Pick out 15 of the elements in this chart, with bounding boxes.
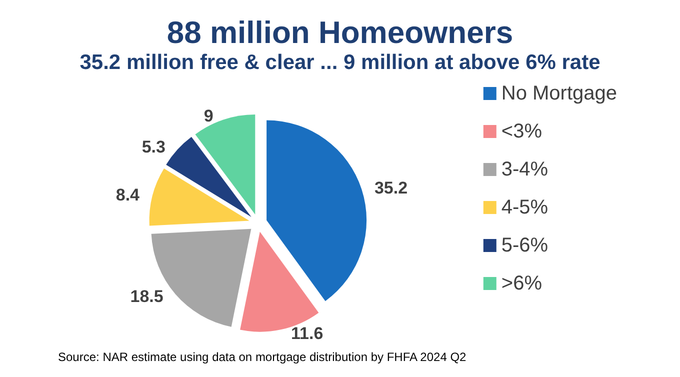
data-label: 9 [204, 106, 214, 126]
data-label: 8.4 [116, 186, 140, 205]
data-label: 35.2 [374, 178, 408, 198]
legend-label: 3-4% [501, 158, 548, 180]
data-label: 11.6 [291, 324, 324, 343]
legend-label: >6% [501, 272, 542, 294]
legend-label: No Mortgage [501, 82, 618, 104]
data-label: 18.5 [130, 287, 164, 306]
legend-label: <3% [501, 120, 542, 142]
legend-label: 4-5% [501, 196, 548, 218]
data-label: 5.3 [142, 137, 166, 156]
chart-subtitle: 35.2 million free & clear ... 9 million at above 6% rate [80, 51, 600, 74]
chart-title: 88 million Homeowners [166, 15, 514, 50]
legend-label: 5-6% [501, 234, 548, 256]
source-note: Source: NAR estimate using data on mortgage distribution by FHFA 2024 Q2 [58, 350, 467, 364]
